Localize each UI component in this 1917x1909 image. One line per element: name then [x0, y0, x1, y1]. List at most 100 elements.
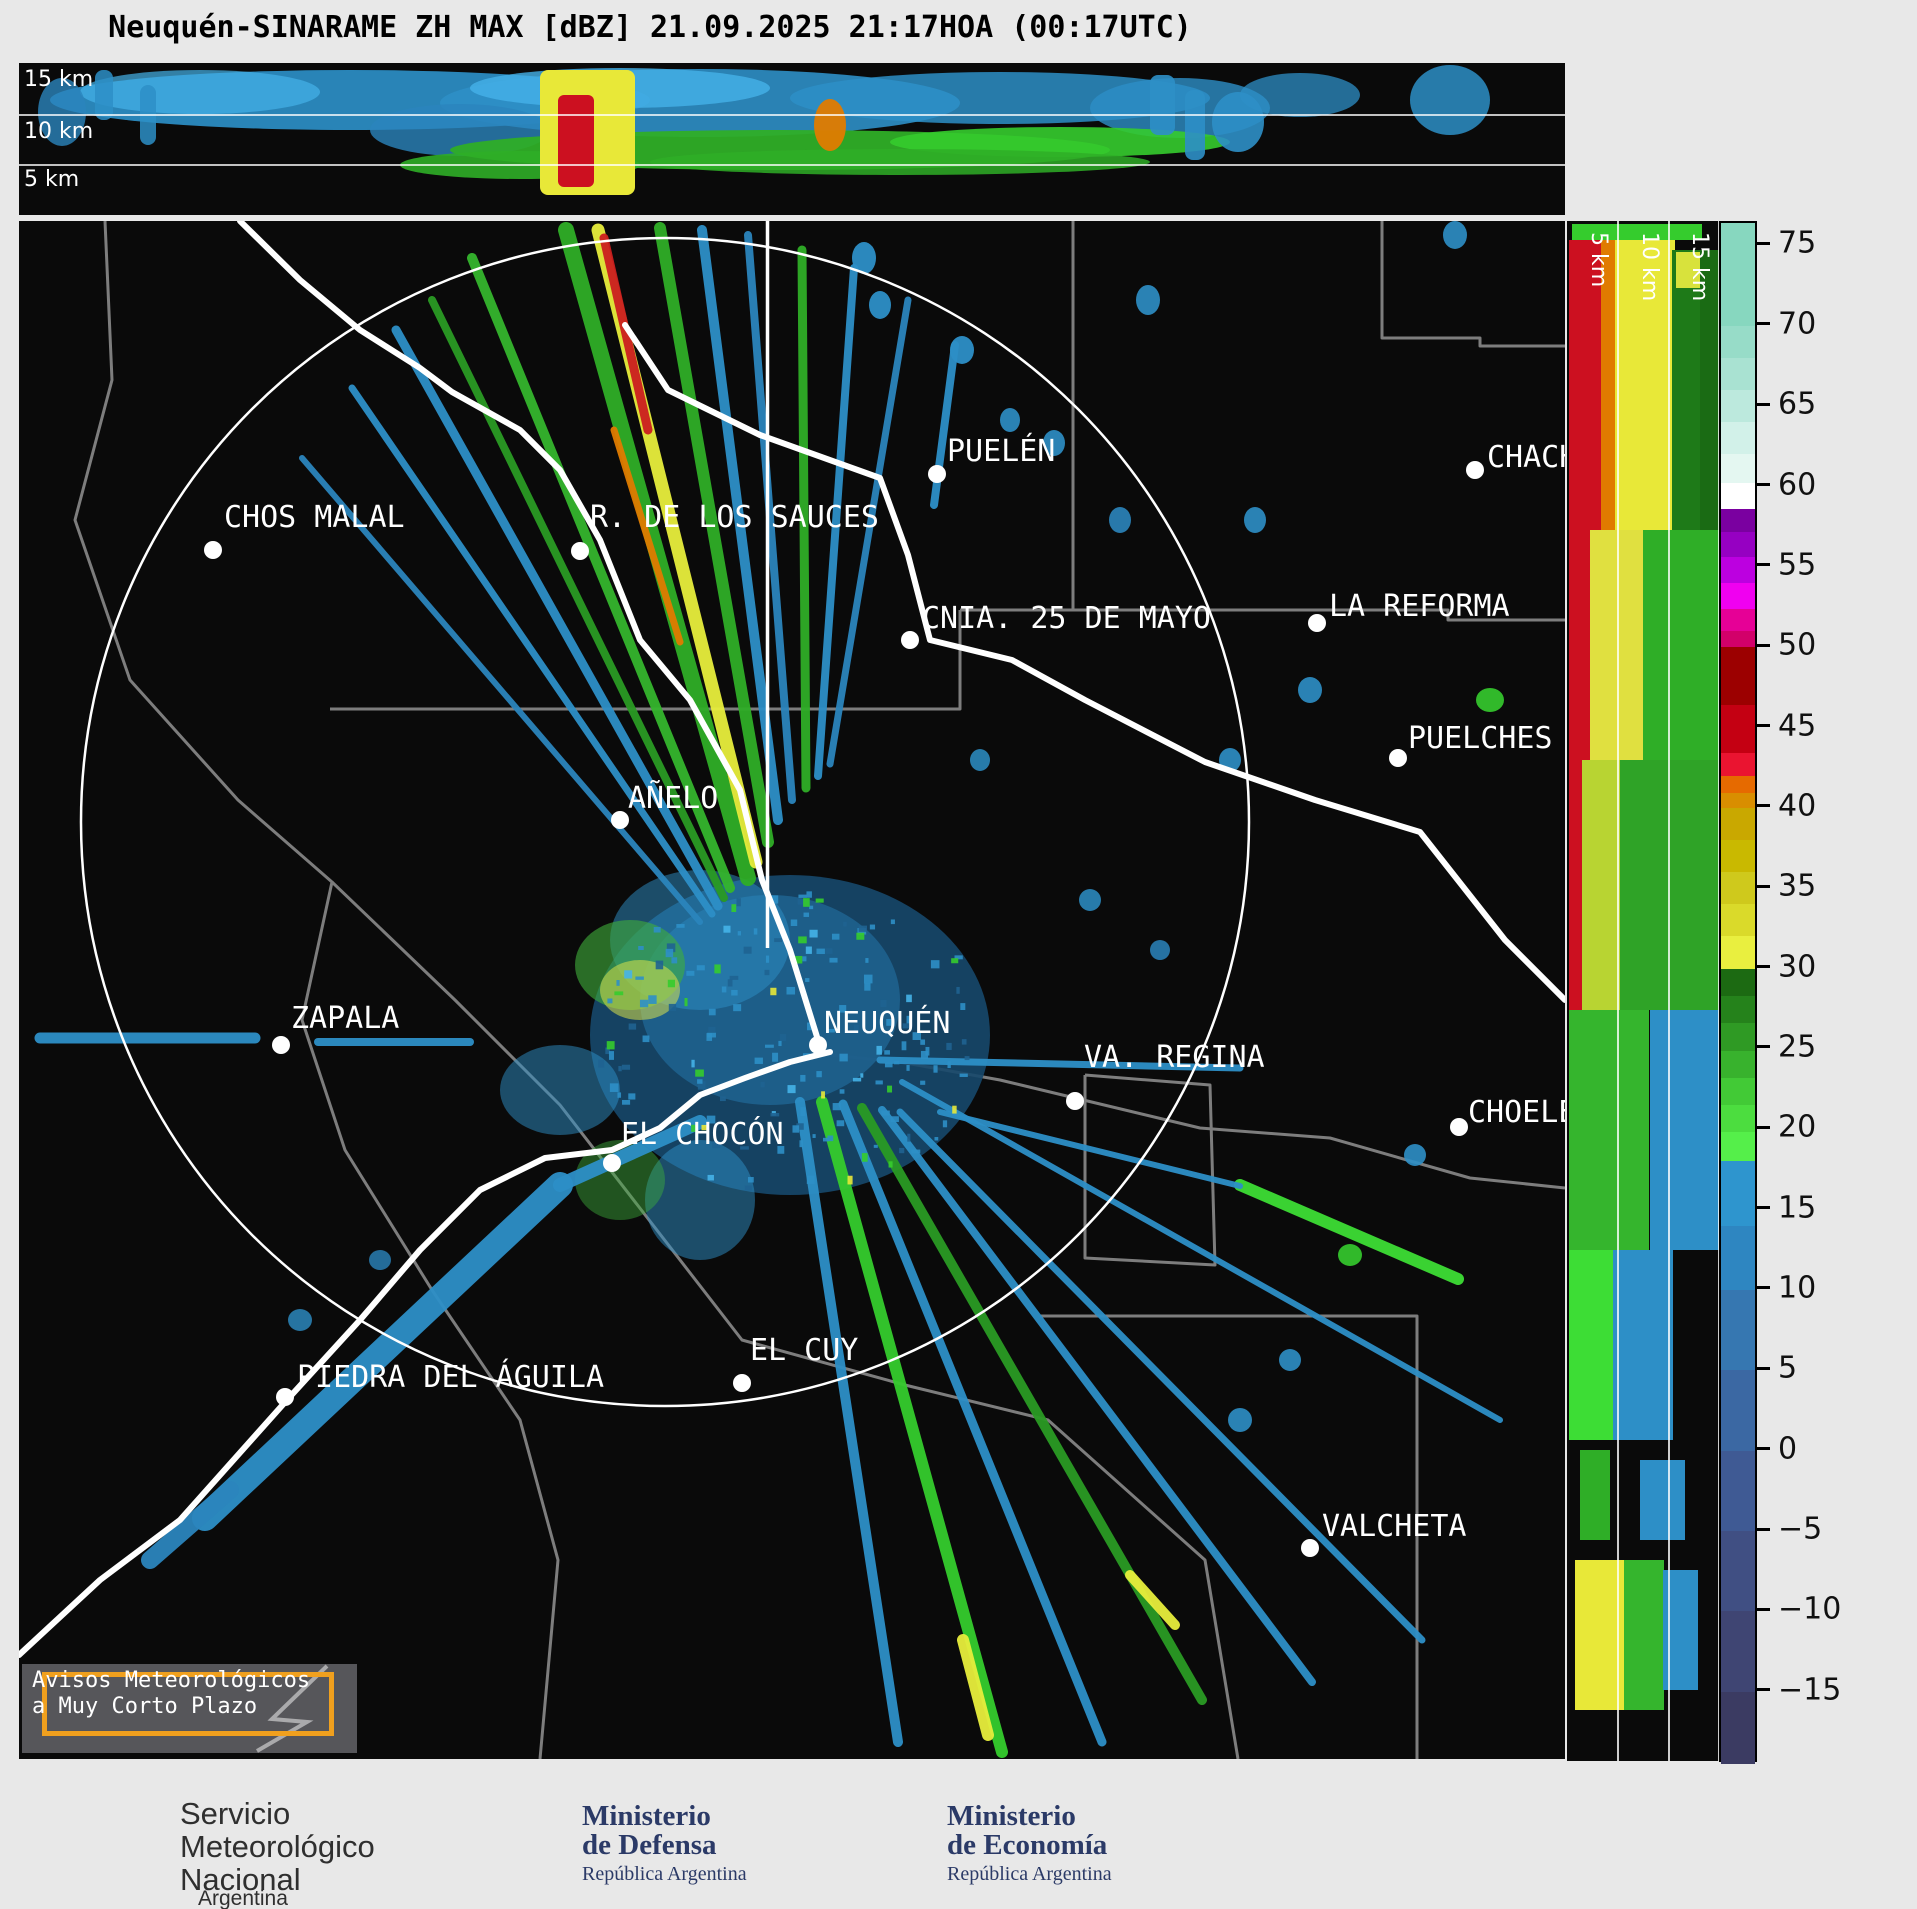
right-cross-section-plot: 5 km 10 km 15 km [1569, 221, 1720, 1761]
radar-echo-streak [899, 1079, 1503, 1423]
clutter-speckle [815, 898, 824, 903]
clutter-speckle [695, 1132, 699, 1140]
colorbar-tick-label: −5 [1778, 1511, 1823, 1547]
clutter-speckle [706, 1033, 713, 1041]
colorbar-segment [1721, 390, 1755, 423]
colorbar-tick [1757, 643, 1770, 647]
clutter-speckle [920, 1050, 929, 1060]
clutter-speckle [765, 1044, 774, 1048]
clutter-speckle [668, 1003, 677, 1011]
colorbar-segment [1721, 1105, 1755, 1133]
clutter-speckle [743, 946, 752, 954]
clutter-speckle [719, 1096, 726, 1102]
clutter-speckle [671, 957, 678, 964]
height-axis-label: 10 km [1637, 232, 1662, 301]
colorbar-tick [1757, 563, 1770, 567]
radar-echo [1569, 1250, 1614, 1440]
clutter-speckle [787, 1085, 796, 1094]
city-dot [1466, 461, 1484, 479]
radar-echo [970, 749, 990, 771]
city-dot [901, 631, 919, 649]
clutter-speckle [802, 956, 807, 962]
clutter-speckle [843, 921, 847, 927]
clutter-speckle [706, 1115, 716, 1124]
radar-echo [869, 291, 891, 319]
clutter-speckle [961, 1039, 967, 1045]
clutter-speckle [614, 991, 624, 996]
radar-echo-streak [697, 225, 783, 825]
clutter-speckle [884, 1050, 890, 1055]
radar-echo-streak [558, 222, 756, 886]
clutter-speckle [863, 974, 873, 984]
clutter-speckle [676, 924, 685, 928]
range-circle [79, 236, 1251, 1408]
colorbar-tick-label: 50 [1778, 627, 1817, 663]
clutter-speckle [701, 1124, 708, 1131]
clutter-speckle [740, 1146, 749, 1150]
clutter-speckle [708, 1008, 716, 1016]
radar-echo [1404, 1144, 1426, 1166]
clutter-speckle [608, 1051, 615, 1060]
province-boundary [330, 610, 962, 711]
clutter-speckle [622, 1099, 631, 1105]
clutter-speckle [667, 979, 675, 988]
height-axis-label: 5 km [1586, 232, 1611, 287]
city-dot [809, 1036, 827, 1054]
colorbar-tick [1757, 1206, 1770, 1210]
radar-echo [852, 242, 876, 274]
clutter-speckle [906, 1015, 910, 1024]
clutter-speckle [875, 1080, 883, 1085]
clutter-speckle [829, 957, 838, 963]
colorbar-tick-label: 65 [1778, 386, 1817, 422]
height-axis-label: 15 km [1687, 232, 1712, 301]
colorbar-segment [1721, 422, 1755, 455]
radar-echo-streak [816, 1096, 1008, 1758]
river [19, 1049, 833, 1658]
clutter-speckle [707, 1174, 714, 1181]
colorbar-segment [1721, 509, 1755, 532]
clutter-speckle [806, 1175, 815, 1184]
clutter-speckle [686, 970, 695, 976]
clutter-speckle [964, 1056, 970, 1061]
city-label: NEUQUÉN [824, 1005, 950, 1041]
warning-box: Avisos Meteorológicos a Muy Corto Plazo [22, 1664, 357, 1753]
clutter-speckle [952, 1105, 957, 1114]
city-label: LA REFORMA [1329, 589, 1510, 624]
city-dot [611, 811, 629, 829]
radar-echo [80, 70, 320, 114]
clutter-speckle [827, 1135, 834, 1142]
clutter-speckle [790, 919, 798, 927]
dbz-colorbar [1719, 221, 1757, 1765]
city-label: VA. REGINA [1084, 1040, 1265, 1075]
colorbar-tick-label: 60 [1778, 467, 1817, 503]
colorbar-tick [1757, 483, 1770, 487]
clutter-speckle [906, 1065, 910, 1071]
clutter-speckle [695, 1069, 704, 1077]
clutter-speckle [836, 1120, 845, 1127]
clutter-speckle [697, 1081, 706, 1090]
clutter-speckle [890, 919, 895, 925]
clutter-speckle [858, 925, 867, 932]
clutter-speckle [825, 948, 833, 954]
radar-echo-streak [744, 231, 796, 804]
radar-echo [1136, 285, 1160, 315]
colorbar-segment [1721, 357, 1755, 391]
clutter-speckle [920, 1039, 926, 1045]
colorbar-tick-label: −10 [1778, 1591, 1842, 1627]
city-dot [1450, 1118, 1468, 1136]
radar-echo [500, 1045, 620, 1135]
colorbar-tick [1757, 1447, 1770, 1451]
clutter-speckle [760, 1081, 765, 1088]
clutter-speckle [799, 1140, 804, 1148]
clutter-speckle [691, 1059, 695, 1068]
clutter-speckle [736, 898, 741, 907]
city-dot [603, 1154, 621, 1172]
colorbar-segment [1721, 840, 1755, 873]
radar-echo-streak [826, 296, 912, 768]
radar-echo [1150, 940, 1170, 960]
colorbar-segment [1721, 454, 1755, 484]
colorbar-tick [1757, 1366, 1770, 1370]
province-boundary [330, 880, 1240, 1759]
clutter-speckle [605, 1047, 610, 1055]
radar-echo-streak [838, 1099, 1107, 1747]
